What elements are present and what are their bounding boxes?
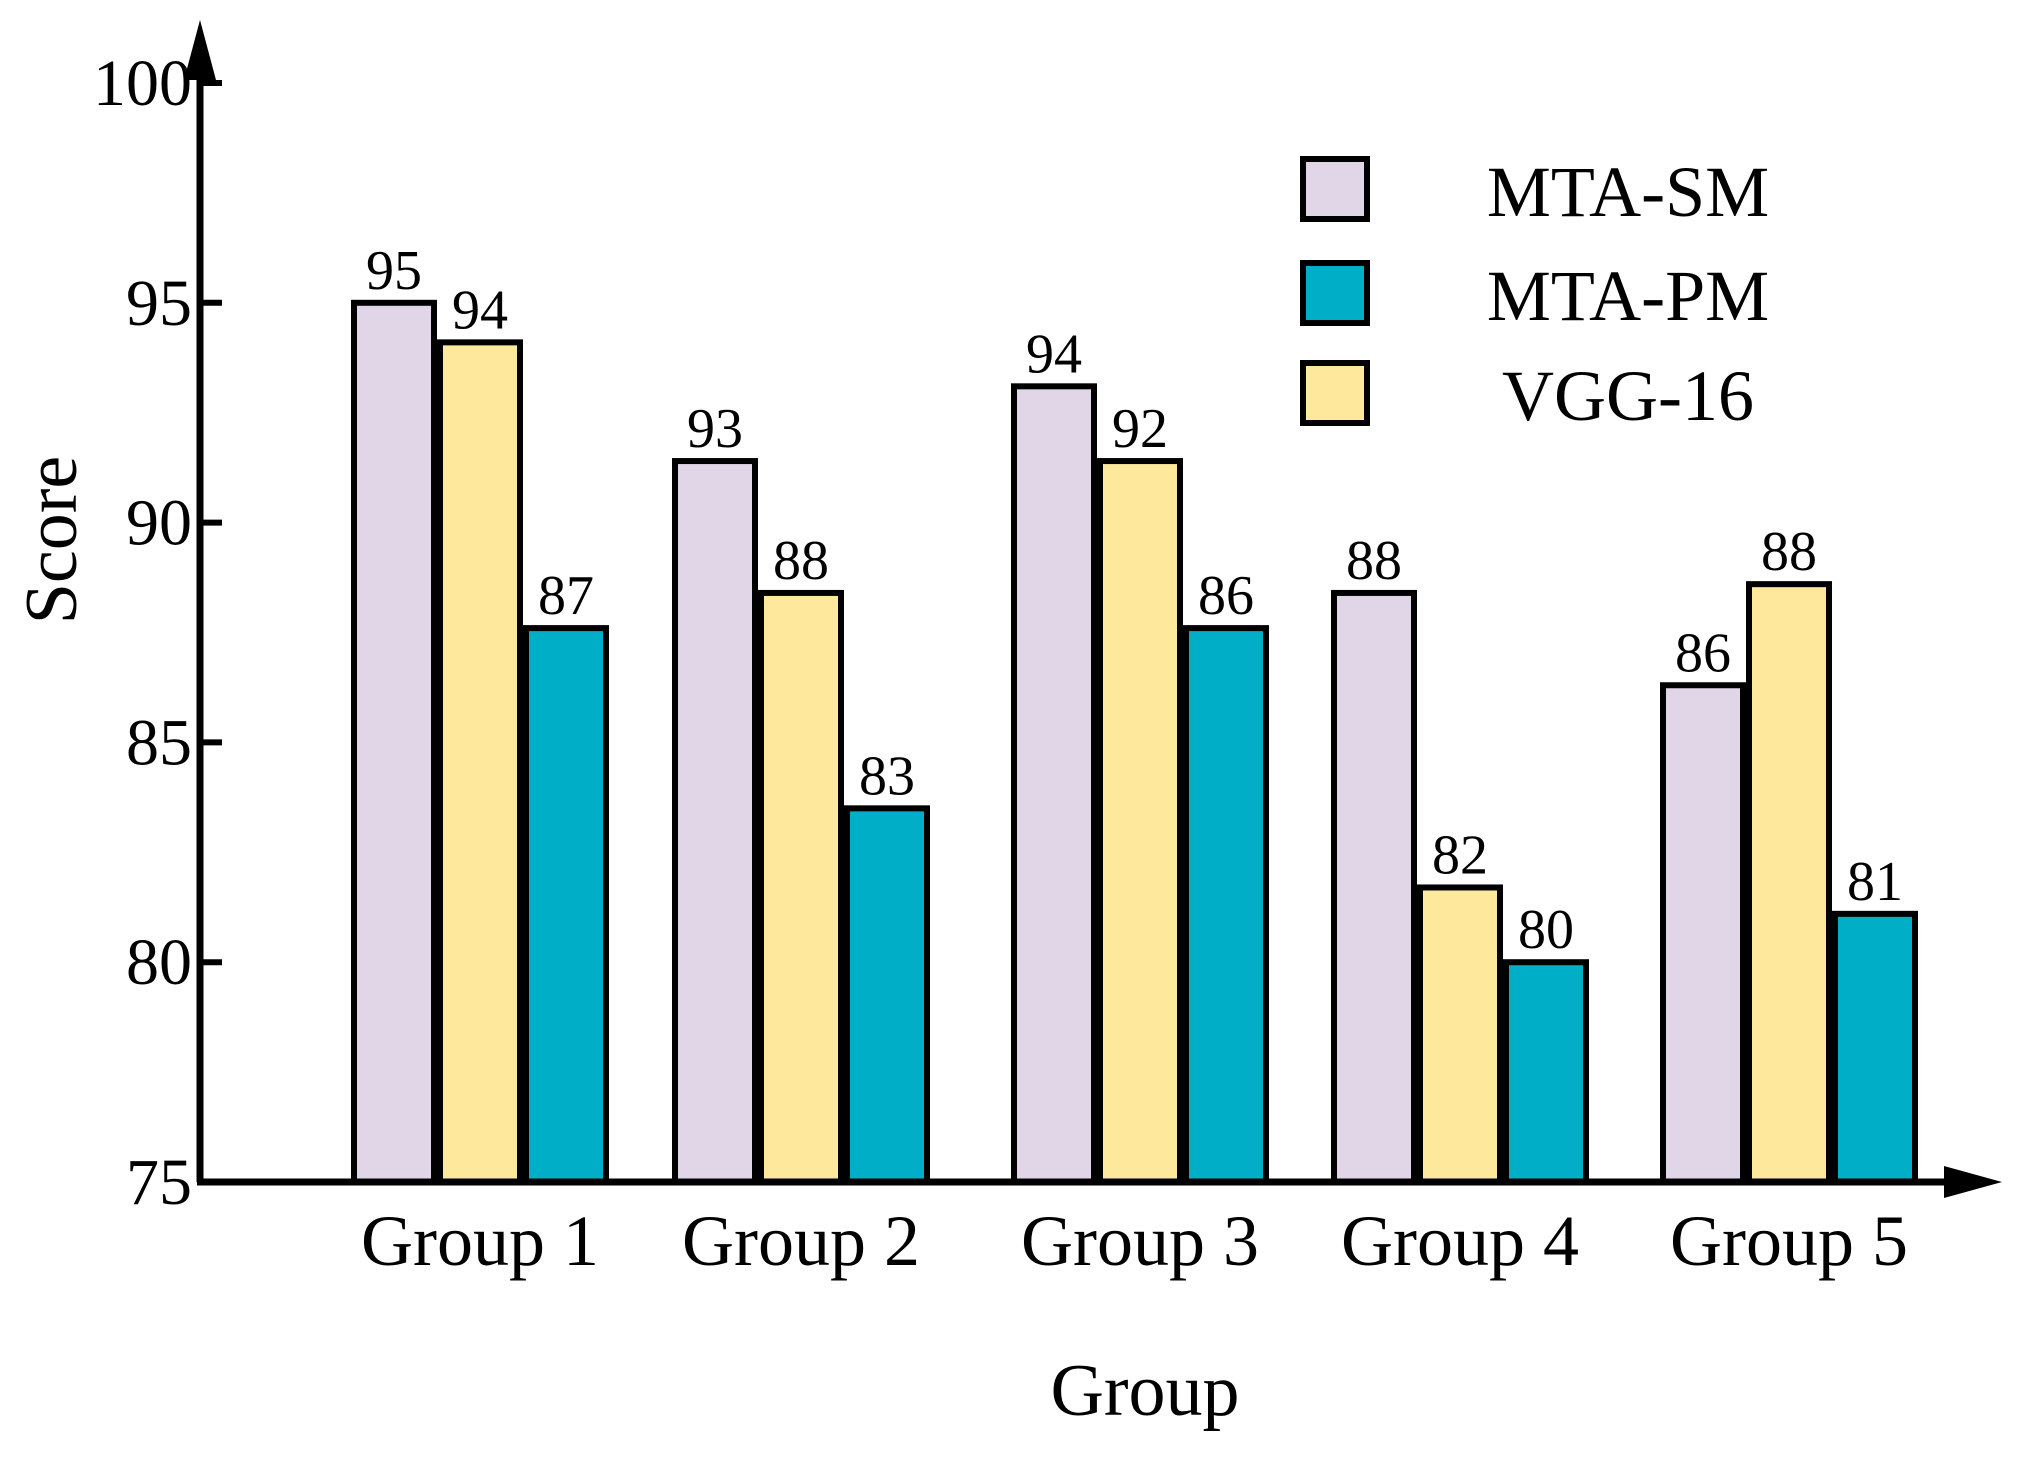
legend-label-mta-pm: MTA-PM: [1487, 256, 1769, 336]
bar-mta-sm-group-3: [1011, 383, 1097, 1186]
value-label-mta-pm-group-2: 83: [859, 745, 915, 807]
value-label-mta-pm-group-4: 80: [1518, 899, 1574, 961]
x-category-label-group-4: Group 4: [1341, 1201, 1579, 1281]
bar-vgg-16-group-5: [1746, 581, 1832, 1185]
bar-mta-sm-group-5: [1660, 682, 1746, 1185]
y-tick-label-85: 85: [126, 706, 192, 779]
value-label-mta-pm-group-1: 87: [538, 565, 594, 627]
bar-mta-sm-group-4: [1331, 589, 1417, 1185]
bar-mta-pm-group-4: [1503, 959, 1589, 1186]
value-label-vgg-16-group-2: 88: [773, 530, 829, 592]
axes-layer: [184, 20, 2002, 1198]
y-tick-label-100: 100: [93, 47, 192, 120]
x-axis-arrow-icon: [1944, 1166, 2002, 1198]
bar-mta-sm-group-1: [351, 299, 437, 1185]
value-label-vgg-16-group-1: 94: [452, 279, 508, 341]
value-label-vgg-16-group-4: 82: [1432, 824, 1488, 886]
value-label-mta-sm-group-5: 86: [1675, 622, 1731, 684]
bar-mta-pm-group-3: [1183, 625, 1269, 1185]
bar-vgg-16-group-2: [758, 589, 844, 1185]
x-labels-layer: Group 1 Group 2 Group 3 Group 4 Group 5: [361, 1201, 1908, 1281]
bar-mta-sm-group-2: [672, 458, 758, 1185]
y-tick-label-95: 95: [126, 267, 192, 340]
bar-mta-pm-group-5: [1832, 910, 1918, 1185]
x-axis-title: Group: [1050, 1350, 1239, 1432]
value-labels-layer: 95 94 87 93 88 83 94 92 86 88 82 80 86 88 81: [366, 240, 1903, 961]
legend-label-vgg-16: VGG-16: [1502, 356, 1754, 436]
bar-vgg-16-group-4: [1417, 884, 1503, 1186]
value-label-vgg-16-group-3: 92: [1112, 398, 1168, 460]
x-category-label-group-1: Group 1: [361, 1201, 599, 1281]
bars-layer: [351, 299, 1918, 1186]
legend-swatch-mta-pm: [1300, 260, 1370, 326]
value-label-mta-pm-group-3: 86: [1198, 565, 1254, 627]
y-tick-label-80: 80: [126, 926, 192, 999]
y-axis-title: Score: [11, 456, 93, 625]
value-label-mta-sm-group-4: 88: [1346, 530, 1402, 592]
value-label-mta-sm-group-2: 93: [687, 398, 743, 460]
bar-mta-pm-group-1: [523, 625, 609, 1185]
y-axis-arrow-icon: [184, 20, 216, 80]
y-tick-label-90: 90: [126, 487, 192, 560]
value-label-mta-sm-group-3: 94: [1026, 323, 1082, 385]
x-category-label-group-2: Group 2: [682, 1201, 920, 1281]
y-ticks-layer: 75 80 85 90 95 100: [93, 47, 222, 1219]
legend: MTA-SM MTA-PM VGG-16: [1300, 152, 1769, 436]
x-category-label-group-3: Group 3: [1021, 1201, 1259, 1281]
value-label-mta-sm-group-1: 95: [366, 240, 422, 302]
bar-mta-pm-group-2: [844, 805, 930, 1186]
value-label-mta-pm-group-5: 81: [1847, 851, 1903, 913]
legend-swatch-vgg-16: [1300, 360, 1370, 426]
y-tick-label-75: 75: [126, 1146, 192, 1219]
x-category-label-group-5: Group 5: [1670, 1201, 1908, 1281]
value-label-vgg-16-group-5: 88: [1761, 521, 1817, 583]
bar-vgg-16-group-1: [437, 339, 523, 1185]
bar-vgg-16-group-3: [1097, 458, 1183, 1185]
legend-label-mta-sm: MTA-SM: [1487, 152, 1769, 232]
legend-swatch-mta-sm: [1300, 156, 1370, 222]
